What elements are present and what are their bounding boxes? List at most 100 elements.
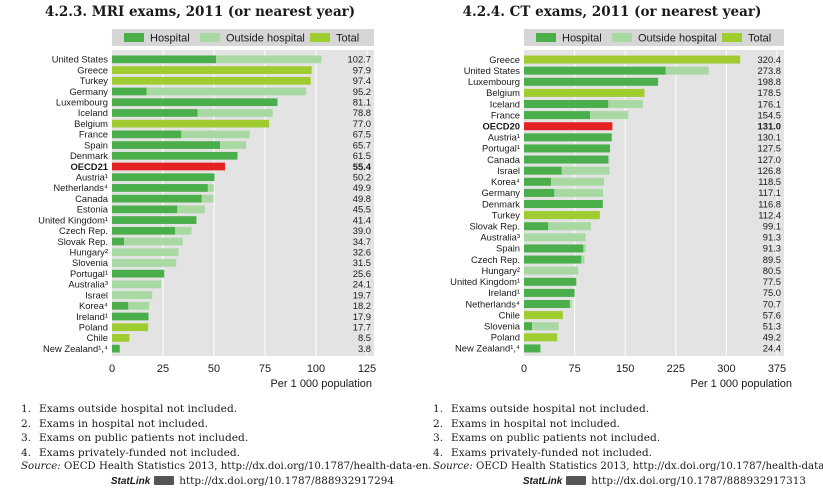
value-label: 80.5: [763, 265, 781, 276]
value-label: 67.5: [353, 129, 371, 140]
bar-hospital: [524, 300, 570, 308]
mri-note: 4. Exams privately-funded not included.: [21, 446, 241, 459]
value-label: 116.8: [758, 198, 781, 209]
x-tick-label: 150: [616, 363, 634, 375]
value-label: 126.8: [758, 165, 781, 176]
ct-note: 1. Exams outside hospital not included.: [433, 403, 650, 415]
value-label: 17.9: [353, 311, 371, 322]
category-label: Czech Rep.: [471, 254, 520, 265]
bar-outside-hospital: [569, 300, 572, 308]
ct-statlink[interactable]: StatLink http://dx.doi.org/10.1787/888932…: [523, 475, 806, 487]
value-label: 24.4: [763, 343, 781, 354]
category-label: Israel: [85, 289, 108, 300]
mri-source: Source: OECD Health Statistics 2013, htt…: [21, 461, 432, 472]
category-label: Korea⁴: [79, 300, 108, 311]
x-tick-label: 225: [667, 363, 685, 375]
bar-outside-hospital: [548, 222, 591, 231]
bar-hospital: [524, 244, 584, 253]
category-label: Israel: [497, 165, 520, 176]
category-label: Turkey: [492, 209, 521, 220]
mri-panel: 4.2.3. MRI exams, 2011 (or nearest year)…: [0, 0, 432, 500]
value-label: 17.7: [353, 322, 371, 333]
category-label: United Kingdom¹: [450, 276, 520, 287]
legend-swatch: [310, 33, 330, 42]
legend-label: Outside hospital: [226, 33, 305, 45]
value-label: 70.7: [763, 298, 781, 309]
bar-outside-hospital: [112, 259, 177, 267]
category-label: Germany: [481, 187, 520, 198]
bar-outside-hospital: [583, 244, 586, 253]
category-label: Slovenia: [72, 257, 109, 268]
statlink-label: StatLink: [110, 476, 151, 487]
mri-statlink[interactable]: StatLink http://dx.doi.org/10.1787/888932…: [111, 475, 394, 487]
value-label: 24.1: [353, 279, 371, 290]
category-label: France: [491, 109, 520, 120]
bar-hospital: [524, 188, 555, 197]
category-label: Austria¹: [488, 132, 520, 143]
ct-source: Source: OECD Health Statistics 2013, htt…: [433, 461, 823, 472]
category-label: Spain: [496, 243, 520, 254]
category-label: Chile: [499, 309, 520, 320]
bar-hospital: [112, 87, 147, 96]
value-label: 45.5: [353, 204, 371, 215]
bar-total: [112, 66, 312, 74]
legend-swatch: [612, 33, 632, 42]
ct-statlink-url[interactable]: http://dx.doi.org/10.1787/888932917313: [591, 475, 806, 487]
bar-hospital: [524, 155, 609, 164]
legend-bg: [112, 29, 374, 46]
category-label: Poland: [491, 332, 520, 343]
bar-hospital: [112, 205, 178, 214]
bar-total: [524, 333, 558, 342]
category-label: Ireland¹: [76, 311, 108, 322]
category-label: Netherlands⁴: [465, 298, 520, 309]
value-label: 51.3: [763, 321, 781, 332]
value-label: 77.5: [763, 276, 781, 287]
value-label: 19.7: [353, 289, 371, 300]
value-label: 154.5: [758, 109, 781, 120]
x-tick-label: 300: [717, 363, 735, 375]
bar-outside-hospital: [207, 184, 214, 192]
category-label: Iceland: [490, 98, 520, 109]
value-label: 77.0: [353, 118, 371, 129]
category-label: Germany: [69, 86, 108, 97]
category-label: Spain: [84, 139, 108, 150]
bar-hospital: [112, 130, 182, 139]
bar-outside-hospital: [524, 233, 586, 242]
bar-hospital: [112, 344, 120, 353]
legend-label: Outside hospital: [638, 33, 717, 45]
bar-hospital: [112, 141, 221, 149]
value-label: 75.0: [763, 287, 781, 298]
category-label: Austria¹: [76, 172, 108, 183]
bar-hospital: [112, 98, 278, 107]
mri-note: 3. Exams on public patients not included.: [21, 432, 249, 445]
ct-chart-title: 4.2.4. CT exams, 2011 (or nearest year): [462, 4, 762, 20]
bar-hospital: [524, 144, 611, 153]
value-label: 97.4: [353, 75, 371, 86]
bar-outside-hospital: [197, 109, 273, 117]
mri-statlink-url[interactable]: http://dx.doi.org/10.1787/888932917294: [179, 475, 394, 487]
category-label: Belgium: [486, 87, 520, 98]
category-label: Greece: [489, 54, 520, 65]
statlink-label: StatLink: [522, 476, 563, 487]
x-tick-label: 25: [157, 363, 169, 375]
bar-outside-hospital: [177, 205, 205, 214]
value-label: 178.5: [758, 87, 781, 98]
value-label: 32.6: [353, 247, 371, 258]
bar-hospital: [112, 312, 149, 321]
bar-outside-hospital: [181, 130, 250, 139]
bar-hospital: [112, 173, 215, 182]
bar-hospital: [112, 237, 125, 246]
value-label: 176.1: [758, 98, 781, 109]
category-label: OECD21: [70, 161, 108, 172]
category-label: Luxembourg: [56, 97, 108, 108]
bar-hospital: [112, 226, 176, 235]
value-label: 50.2: [353, 172, 371, 183]
bar-total: [524, 211, 600, 220]
value-label: 65.7: [353, 139, 371, 150]
value-label: 130.1: [758, 132, 781, 143]
bar-total: [112, 119, 270, 128]
legend-label: Total: [336, 33, 359, 45]
bar-outside-hospital: [608, 100, 643, 108]
ct-panel: 4.2.4. CT exams, 2011 (or nearest year) …: [412, 0, 823, 500]
ct-notes: 1. Exams outside hospital not included. 2…: [433, 402, 660, 460]
